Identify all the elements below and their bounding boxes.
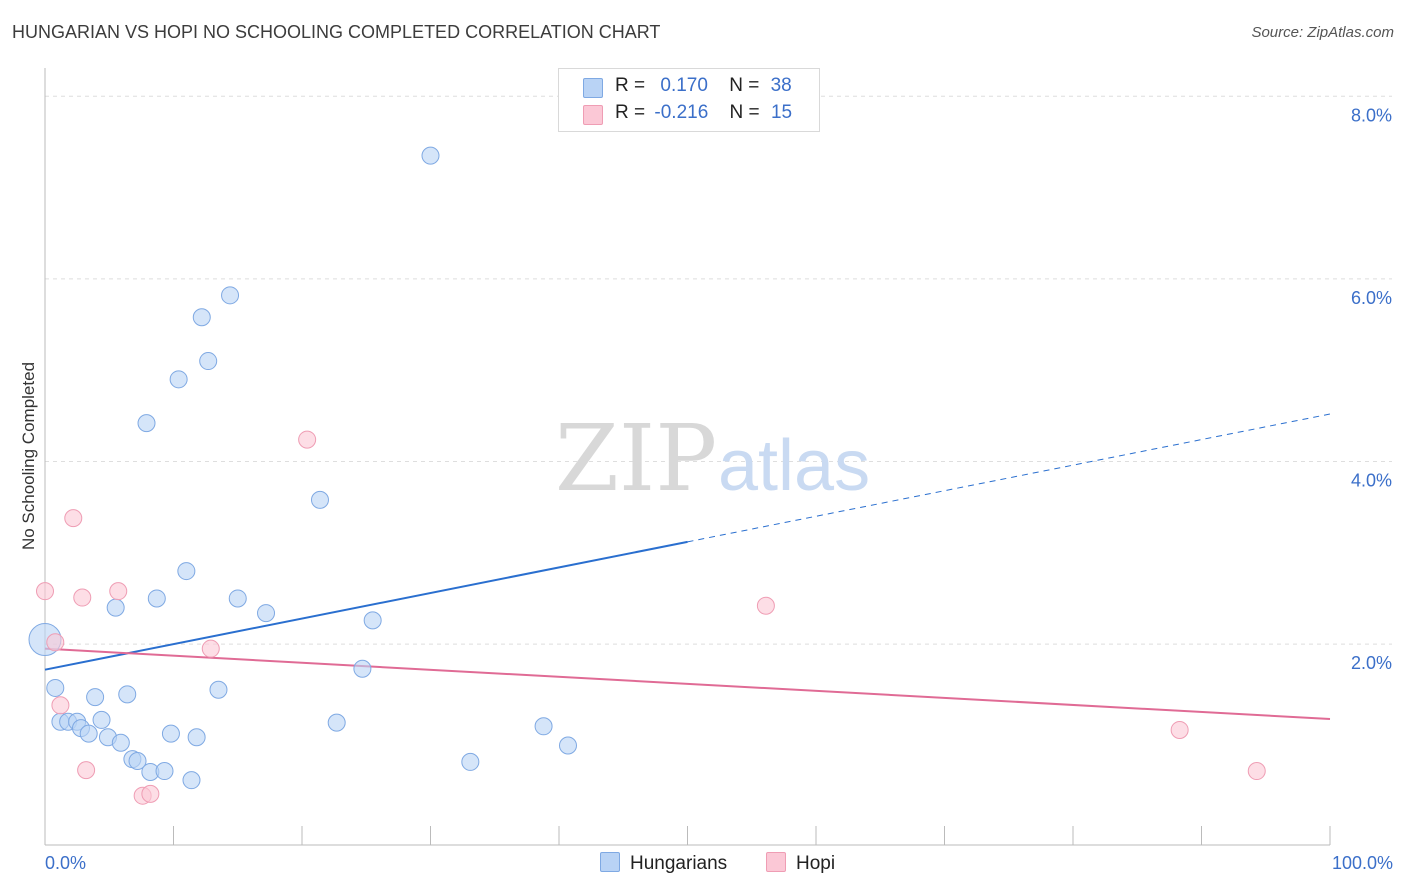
hungarians-point bbox=[199, 352, 218, 371]
r-value: -0.216 bbox=[654, 102, 709, 123]
r-label: R = bbox=[615, 75, 646, 96]
hungarians-point bbox=[310, 490, 329, 509]
hungarians-point bbox=[187, 728, 206, 747]
watermark-atlas: atlas bbox=[718, 426, 870, 506]
x-tick-label-min: 0.0% bbox=[45, 853, 86, 873]
n-value: 15 bbox=[770, 102, 793, 123]
hungarians-point bbox=[106, 598, 125, 617]
hungarians-legend-label: Hungarians bbox=[630, 853, 728, 874]
hopi-point bbox=[64, 509, 83, 528]
r-value: 0.170 bbox=[660, 75, 708, 96]
legend-item-hungarians: Hungarians bbox=[600, 852, 727, 875]
tick-labels: 2.0% 4.0% 6.0% 8.0% 0.0% 100.0% bbox=[45, 105, 1393, 873]
hopi-trend-line bbox=[44, 647, 1331, 720]
hungarians-legend-swatch bbox=[600, 852, 620, 872]
hungarians-point bbox=[182, 771, 201, 790]
hungarians-point bbox=[86, 688, 105, 707]
hungarians-point bbox=[111, 733, 130, 752]
watermark-zip: ZIP bbox=[555, 405, 717, 512]
data-points bbox=[28, 146, 1266, 805]
hungarians-point bbox=[177, 562, 196, 581]
hopi-point bbox=[109, 582, 128, 601]
hopi-point bbox=[1170, 720, 1189, 739]
hungarians-point bbox=[461, 752, 480, 771]
hungarians-point bbox=[209, 680, 228, 699]
hungarians-point bbox=[558, 736, 577, 755]
hopi-point bbox=[51, 696, 70, 715]
axes bbox=[44, 68, 1331, 846]
y-tick-label: 8.0% bbox=[1351, 105, 1392, 125]
n-value: 38 bbox=[770, 75, 792, 96]
hungarians-point bbox=[161, 724, 180, 743]
hungarians-point bbox=[147, 589, 166, 608]
grid-lines bbox=[45, 95, 1392, 645]
hungarians-point bbox=[221, 286, 240, 305]
hungarians-point bbox=[46, 678, 65, 697]
hungarians-point bbox=[257, 604, 276, 623]
y-axis-label: No Schooling Completed bbox=[19, 362, 38, 550]
chart-title: HUNGARIAN VS HOPI NO SCHOOLING COMPLETED… bbox=[12, 22, 661, 42]
n-label: N = bbox=[729, 102, 760, 123]
hungarians-point bbox=[327, 713, 346, 732]
hungarians-point bbox=[137, 414, 156, 433]
n-label: N = bbox=[729, 75, 760, 96]
hopi-swatch bbox=[583, 105, 603, 125]
hungarians-point bbox=[128, 751, 147, 770]
trend-lines bbox=[44, 413, 1331, 720]
hopi-point bbox=[141, 784, 160, 803]
r-label: R = bbox=[615, 102, 646, 123]
hungarians-swatch bbox=[583, 78, 603, 98]
hopi-point bbox=[298, 430, 317, 449]
hopi-point bbox=[36, 582, 54, 601]
hopi-point bbox=[201, 639, 220, 658]
watermark: ZIP atlas bbox=[555, 405, 870, 512]
y-tick-label: 4.0% bbox=[1351, 471, 1392, 491]
hopi-point bbox=[77, 761, 96, 780]
hungarians-point bbox=[353, 659, 372, 678]
hopi-point bbox=[756, 596, 775, 615]
hungarians-trend-line bbox=[44, 540, 688, 671]
x-tick-label-max: 100.0% bbox=[1332, 853, 1393, 873]
hopi-point bbox=[73, 588, 92, 607]
hungarians-point bbox=[118, 685, 137, 704]
hungarians-point bbox=[79, 724, 98, 743]
hopi-point bbox=[1247, 762, 1266, 781]
hungarians-point bbox=[534, 717, 553, 736]
hungarians-point bbox=[192, 308, 211, 327]
hungarians-point bbox=[363, 611, 382, 630]
hungarians-point bbox=[421, 146, 440, 165]
hungarians-point bbox=[155, 762, 174, 781]
stats-legend: R = 0.170 N = 38 R = -0.216 N = 15 bbox=[558, 68, 820, 132]
source-label: Source: ZipAtlas.com bbox=[1251, 24, 1394, 41]
hungarians-point bbox=[92, 710, 111, 729]
legend-item-hopi: Hopi bbox=[766, 852, 835, 875]
hungarians-point bbox=[228, 589, 247, 608]
hopi-legend-label: Hopi bbox=[796, 853, 836, 874]
hopi-legend-swatch bbox=[766, 852, 786, 872]
y-tick-label: 6.0% bbox=[1351, 288, 1392, 308]
y-tick-label: 2.0% bbox=[1351, 653, 1392, 673]
hopi-point bbox=[46, 633, 65, 652]
hungarians-point bbox=[169, 370, 188, 389]
